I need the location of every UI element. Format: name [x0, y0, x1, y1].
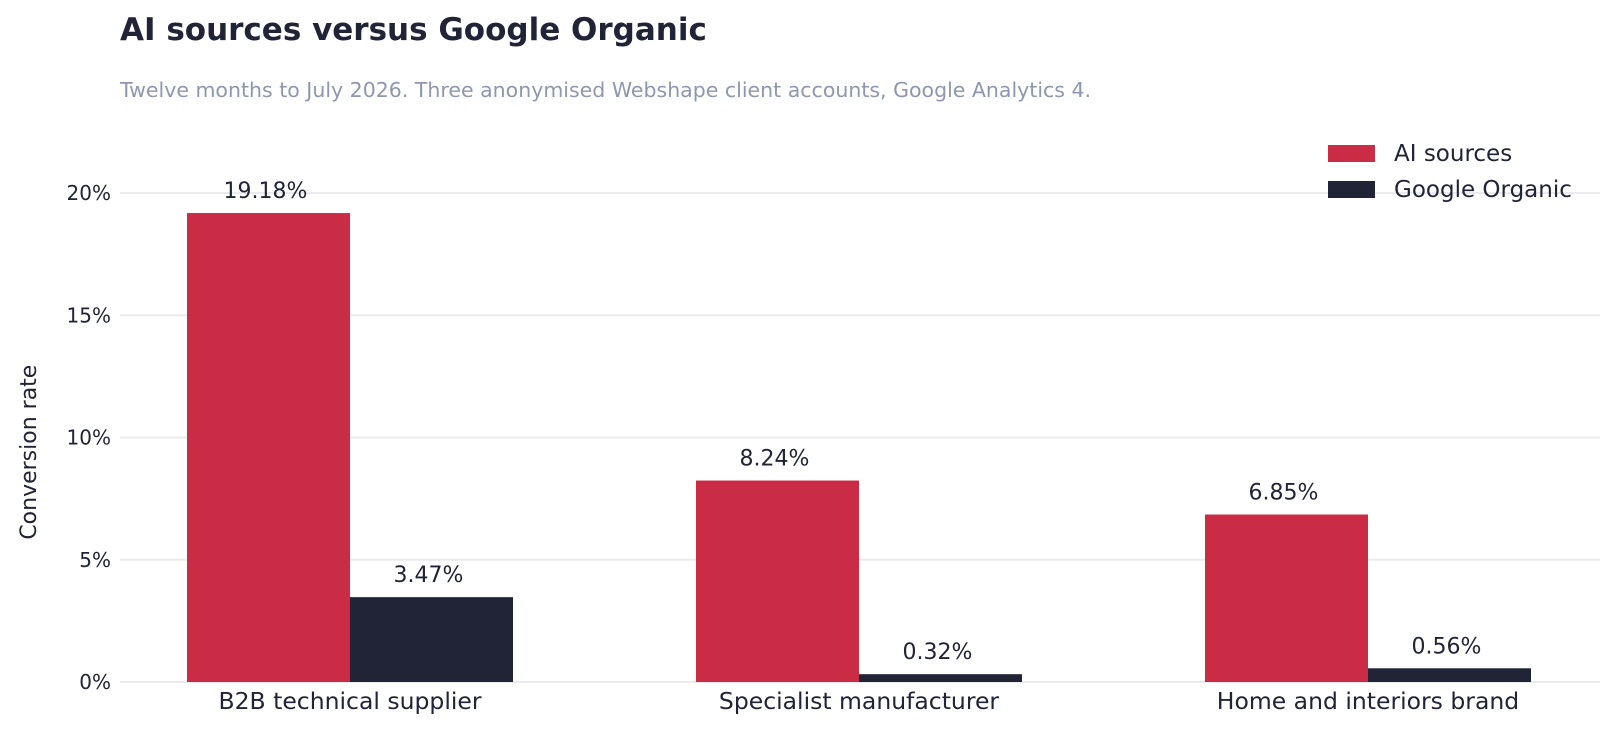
legend-label: AI sources	[1394, 141, 1512, 167]
data-label: 19.18%	[224, 179, 308, 204]
chart-title: AI sources versus Google Organic	[120, 12, 707, 48]
bar	[350, 597, 513, 682]
data-label: 6.85%	[1249, 481, 1319, 506]
data-label: 0.32%	[903, 640, 973, 665]
legend-swatch	[1328, 181, 1375, 198]
bar	[696, 480, 859, 682]
y-tick-label: 0%	[79, 670, 111, 694]
bar	[1205, 514, 1368, 682]
data-labels: 19.18% 3.47% 8.24% 0.32% 6.85% 0.56%	[224, 179, 1482, 665]
data-label: 0.56%	[1412, 634, 1482, 659]
chart-subtitle: Twelve months to July 2026. Three anonym…	[120, 78, 1092, 102]
x-tick-label: Home and interiors brand	[1217, 687, 1519, 715]
bar	[859, 674, 1022, 682]
y-tick-label: 5%	[79, 548, 111, 572]
y-tick-label: 20%	[67, 181, 111, 205]
legend: AI sources Google Organic	[1328, 141, 1572, 203]
y-tick-label: 10%	[67, 426, 111, 450]
data-label: 8.24%	[740, 447, 810, 472]
bar	[1368, 668, 1531, 682]
x-tick-label: B2B technical supplier	[218, 687, 481, 715]
axes: 0% 5% 10% 15% 20% Conversion rate B2B technica…	[17, 181, 1519, 715]
legend-swatch	[1328, 145, 1375, 162]
bar	[187, 213, 350, 682]
x-tick-label: Specialist manufacturer	[719, 687, 1000, 715]
y-tick-label: 15%	[67, 303, 111, 327]
y-axis-label: Conversion rate	[17, 365, 42, 540]
data-label: 3.47%	[394, 563, 464, 588]
bars	[187, 213, 1531, 682]
legend-label: Google Organic	[1394, 177, 1572, 203]
